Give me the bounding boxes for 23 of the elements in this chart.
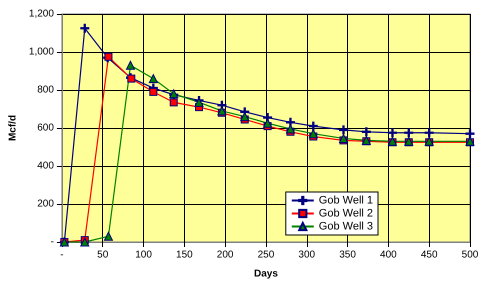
y-tick-label: 600 <box>37 122 54 134</box>
x-tick-label: 300 <box>298 250 316 260</box>
x-tick-label: - <box>60 250 64 260</box>
y-tick-label: 1,200 <box>28 8 54 20</box>
x-tick-label: 400 <box>380 250 398 260</box>
legend-label: Gob Well 2 <box>318 208 374 220</box>
x-tick-label: 150 <box>176 250 194 260</box>
y-axis-title: Mcf/d <box>8 114 18 142</box>
legend-label: Gob Well 1 <box>318 194 374 206</box>
legend-label: Gob Well 3 <box>318 220 374 232</box>
x-tick-label: 50 <box>97 250 109 260</box>
x-axis-title: Days <box>254 268 278 280</box>
y-tick-label: 200 <box>37 198 54 210</box>
y-tick-label: - <box>50 236 54 248</box>
y-tick-label: 400 <box>37 160 54 172</box>
x-tick-label: 500 <box>462 250 479 260</box>
x-tick-label: 200 <box>216 250 234 260</box>
x-tick-label: 450 <box>420 250 438 260</box>
x-tick-label: 100 <box>135 250 152 260</box>
y-tick-label: 800 <box>37 84 54 96</box>
x-tick-label: 350 <box>339 250 356 260</box>
x-tick-label: 250 <box>258 250 275 260</box>
y-tick-label: 1,000 <box>28 46 54 58</box>
